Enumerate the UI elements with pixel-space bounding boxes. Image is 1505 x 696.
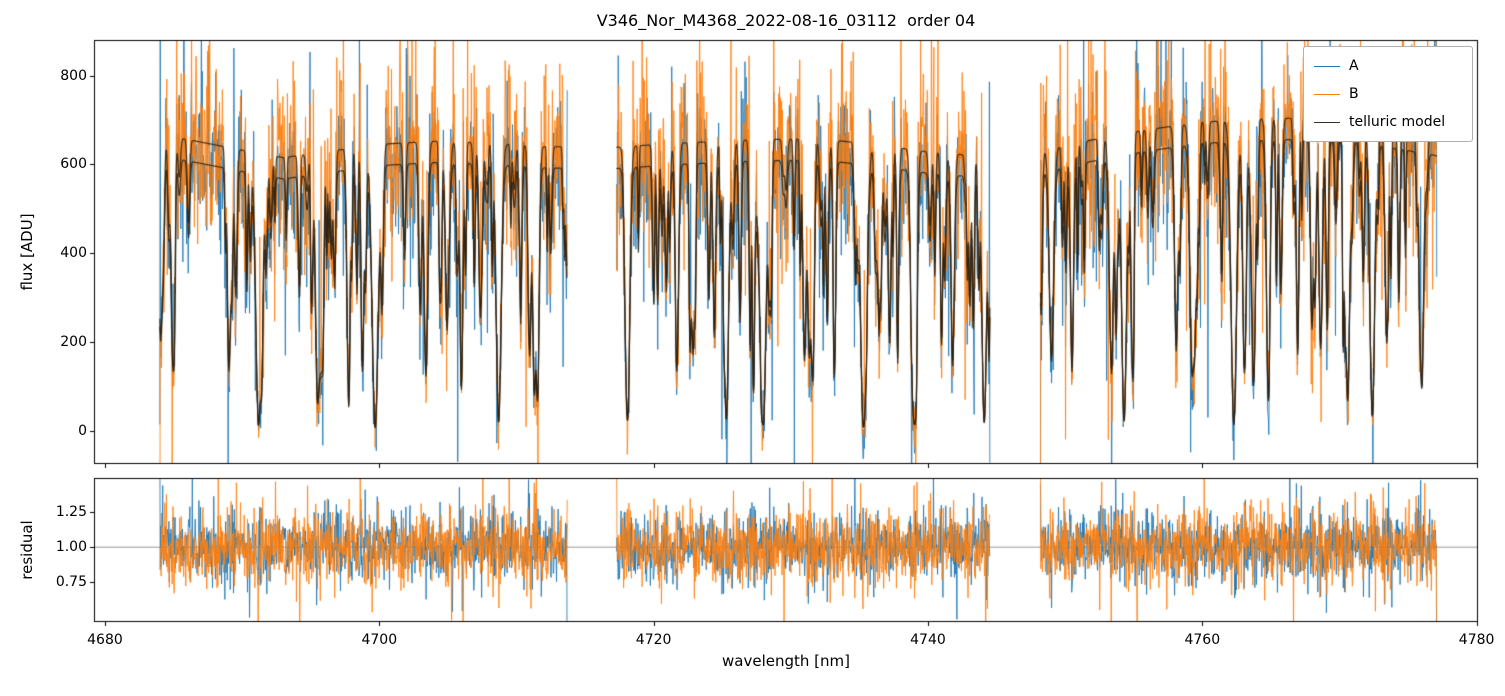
x-tick-label: 4700	[361, 632, 398, 648]
legend-label-b: B	[1349, 86, 1359, 102]
x-tick-label: 4740	[910, 632, 946, 648]
legend-line-1	[1314, 93, 1340, 95]
x-tick-label: 4760	[1184, 632, 1221, 648]
y-tick-label: 800	[60, 67, 87, 84]
y-tick-label: 400	[60, 245, 87, 262]
legend: A B telluric model	[1303, 46, 1473, 142]
legend-label-a: A	[1349, 58, 1359, 74]
y-tick-label: 1.25	[55, 503, 87, 520]
y-tick-label: 0	[78, 422, 87, 439]
y-tick-label: 1.00	[55, 539, 87, 556]
legend-item-a: A	[1314, 52, 1462, 80]
y-tick-label: 0.75	[55, 574, 87, 591]
y-tick-label: 200	[60, 333, 87, 350]
legend-line-0	[1314, 65, 1340, 67]
x-tick-label: 4780	[1458, 632, 1495, 648]
x-tick-label: 4720	[635, 632, 672, 648]
legend-label-telluric: telluric model	[1349, 114, 1446, 130]
x-axis-label: wavelength [nm]	[722, 652, 850, 670]
y-tick-label: 600	[60, 156, 87, 173]
x-tick-label: 4680	[87, 632, 123, 648]
legend-item-telluric: telluric model	[1314, 108, 1462, 136]
legend-line-2	[1314, 121, 1340, 123]
chart-title: V346_Nor_M4368_2022-08-16_03112 order 04	[596, 11, 976, 30]
legend-item-b: B	[1314, 80, 1462, 108]
